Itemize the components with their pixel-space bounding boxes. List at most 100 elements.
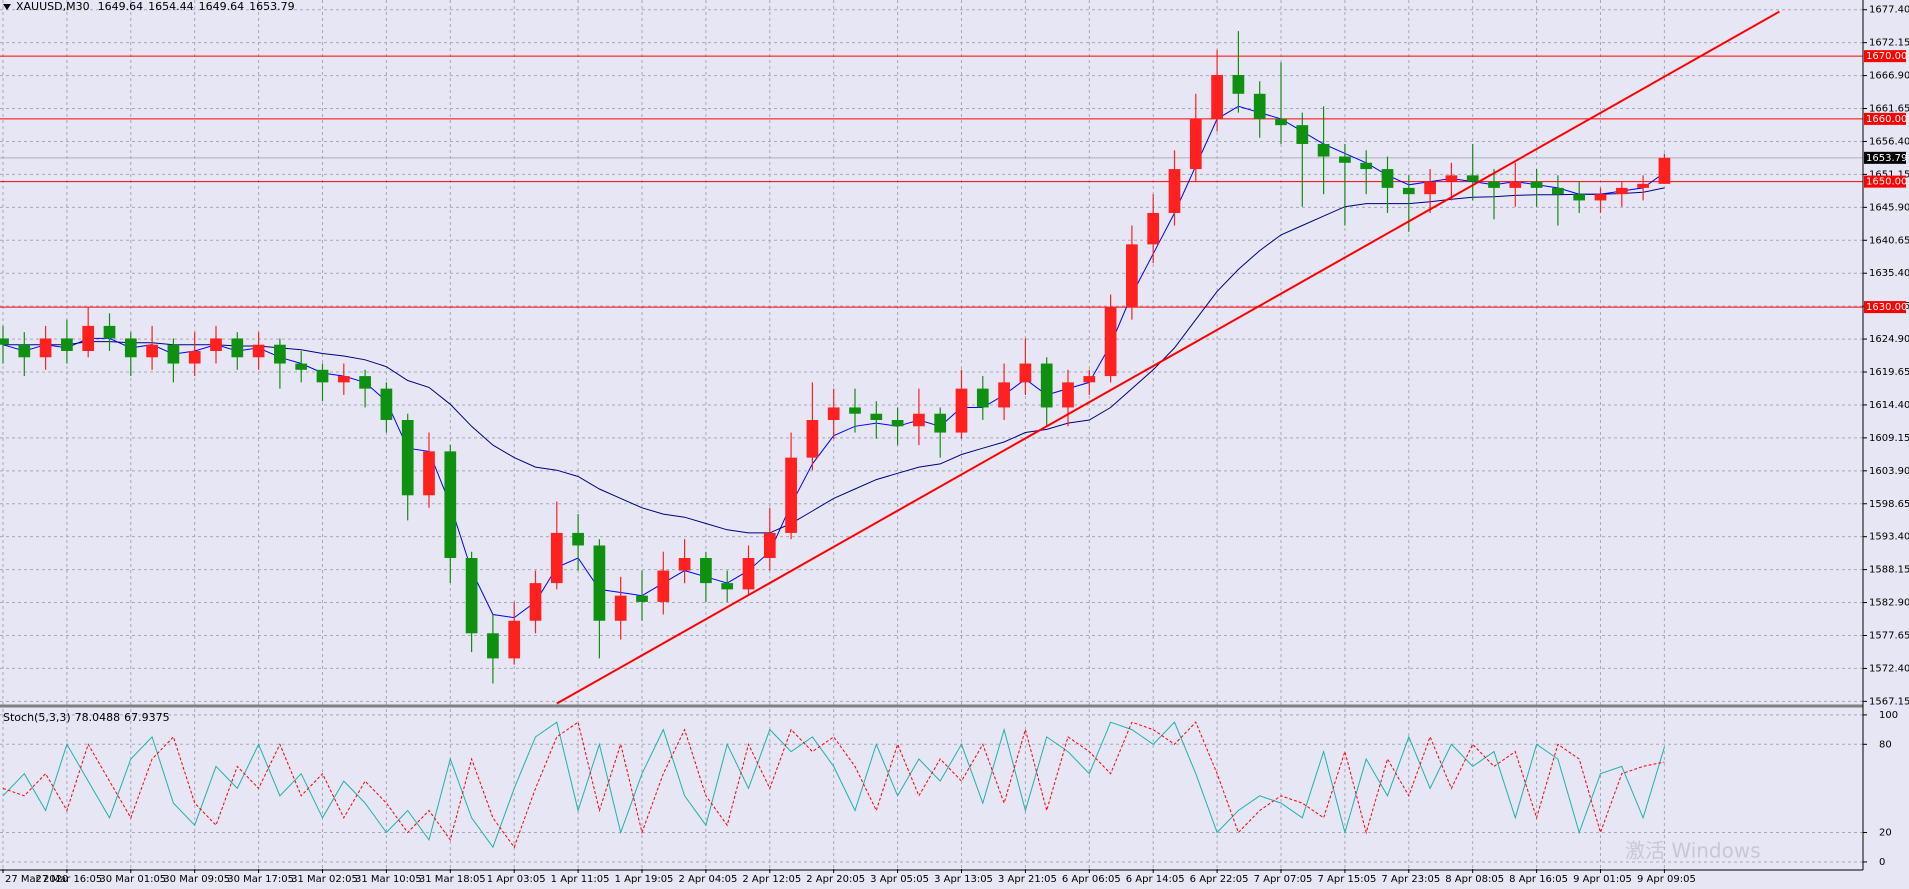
- x-tick-label: 2 Apr 12:05: [742, 874, 801, 885]
- candle-body: [1488, 181, 1500, 188]
- plot: [0, 0, 1863, 869]
- candle-body: [1062, 382, 1074, 408]
- candle-body: [1083, 376, 1096, 383]
- level-label-box: [1864, 175, 1906, 188]
- candle-body: [18, 344, 31, 358]
- candle-body: [529, 583, 542, 621]
- x-tick-label: 30 Mar 17:05: [227, 874, 294, 885]
- stoch-y-tick-label: 80: [1879, 739, 1892, 750]
- y-tick-label: 1624.90: [1869, 334, 1909, 345]
- x-tick-label: 7 Apr 07:05: [1254, 874, 1313, 885]
- x-tick-label: 27 Mar 16:05: [36, 874, 103, 885]
- candle-body: [146, 344, 158, 358]
- x-tick-label: 2 Apr 04:05: [678, 874, 737, 885]
- candle-body: [998, 382, 1010, 408]
- x-tick-label: 27 Mar 2020: [5, 874, 68, 885]
- candle-body: [636, 595, 648, 602]
- candle-body: [0, 338, 9, 345]
- candle-body: [1509, 181, 1522, 188]
- candle-body: [1296, 125, 1309, 144]
- stoch-signal: [2, 721, 1665, 849]
- x-tick-label: 7 Apr 15:05: [1317, 874, 1376, 885]
- x-tick-label: 9 Apr 09:05: [1637, 874, 1696, 885]
- candle-body: [891, 420, 904, 427]
- level-label: 1650.00: [1866, 177, 1907, 188]
- x-tick-label: 8 Apr 16:05: [1509, 874, 1568, 885]
- y-tick-label: 1582.90: [1869, 598, 1909, 609]
- y-tick-label: 1577.65: [1869, 630, 1909, 641]
- candle-body: [785, 457, 797, 533]
- candle-body: [210, 338, 222, 351]
- candle-body: [870, 413, 883, 421]
- candle-body: [167, 344, 180, 364]
- candle-body: [61, 338, 73, 351]
- candle-body: [444, 451, 457, 559]
- candle-body: [1147, 212, 1160, 245]
- candle-body: [1615, 187, 1628, 195]
- stoch-signal-last: 67.9375: [124, 711, 170, 724]
- candle-body: [1339, 156, 1351, 163]
- x-tick-label: 3 Apr 13:05: [934, 874, 993, 885]
- candle-body: [39, 338, 52, 358]
- y-tick-label: 1614.40: [1869, 400, 1909, 411]
- candle-body: [1317, 143, 1330, 157]
- candle-body: [1040, 363, 1053, 408]
- y-tick-label: 1588.15: [1869, 565, 1909, 576]
- candle-body: [827, 407, 840, 421]
- candle-body: [934, 413, 947, 433]
- candle-body: [1211, 74, 1223, 119]
- level-label: 1630.00: [1866, 302, 1907, 313]
- candle-body: [316, 369, 329, 383]
- stoch-y-tick-label: 100: [1879, 710, 1898, 721]
- candle-body: [508, 620, 521, 659]
- menu-triangle[interactable]: [3, 4, 11, 10]
- y-tick-label: 1619.65: [1869, 367, 1909, 378]
- y-tick-label: 1593.40: [1869, 532, 1909, 543]
- candle-body: [1637, 183, 1649, 188]
- candle-body: [721, 583, 734, 590]
- stoch-main: [2, 721, 1665, 849]
- y-tick-label: 1656.40: [1869, 136, 1909, 147]
- candle-body: [124, 338, 137, 358]
- x-tick-label: 6 Apr 22:05: [1190, 874, 1249, 885]
- y-tick-label: 1598.65: [1869, 499, 1909, 510]
- level-label: 1670.00: [1866, 51, 1907, 62]
- candle-body: [1573, 194, 1586, 201]
- candle-body: [252, 344, 265, 358]
- header-close: 1653.79: [249, 0, 295, 13]
- candle-body: [1402, 187, 1415, 195]
- candle-body: [657, 570, 670, 602]
- x-tick-label: 7 Apr 23:05: [1381, 874, 1440, 885]
- candle-body: [742, 558, 755, 590]
- candle-body: [593, 545, 606, 621]
- x-tick-label: 2 Apr 20:05: [806, 874, 865, 885]
- x-tick-label: 31 Mar 02:05: [291, 874, 358, 885]
- candle-body: [1530, 181, 1543, 188]
- candle-body: [1360, 162, 1373, 170]
- x-tick-label: 1 Apr 19:05: [615, 874, 674, 885]
- y-tick-label: 1572.40: [1869, 663, 1909, 674]
- stoch-main-last: 78.0488: [75, 711, 121, 724]
- header-high: 1654.44: [148, 0, 194, 13]
- candle-body: [700, 558, 712, 584]
- current-price-label: 1653.79: [1866, 153, 1907, 164]
- candle-body: [1189, 118, 1202, 170]
- candle-body: [401, 420, 414, 496]
- watermark: 激活 Windows: [1625, 839, 1761, 863]
- y-tick-label: 1635.40: [1869, 268, 1909, 279]
- candle-body: [1126, 244, 1138, 308]
- candle-body: [1019, 363, 1032, 383]
- header-open: 1649.64: [98, 0, 144, 13]
- chart-header: XAUUSD,M30 1649.64 1654.44 1649.64 1653.79: [16, 0, 295, 13]
- candle-body: [380, 388, 393, 421]
- stoch-y-tick-label: 0: [1879, 857, 1885, 868]
- candle-body: [274, 344, 286, 364]
- level-label-box: [1864, 301, 1906, 314]
- y-tick-label: 1567.15: [1869, 696, 1909, 707]
- y-tick-label: 1666.90: [1869, 71, 1909, 82]
- y-tick-label: 1609.15: [1869, 433, 1909, 444]
- current-price-box: [1864, 151, 1906, 164]
- level-label-box: [1864, 112, 1906, 125]
- x-tick-label: 8 Apr 08:05: [1445, 874, 1504, 885]
